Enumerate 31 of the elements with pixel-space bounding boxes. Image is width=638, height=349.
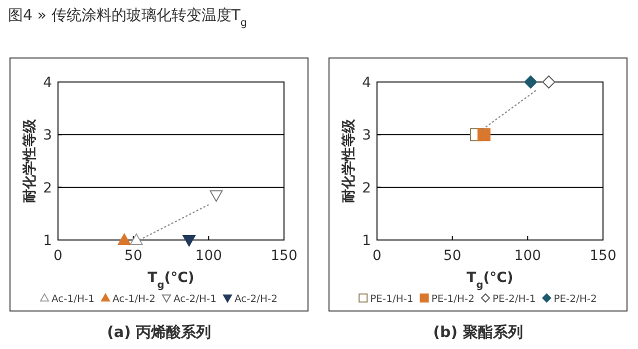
- legend-label: Ac-1/H-1: [52, 294, 94, 305]
- legend-label: Ac-2/H-2: [234, 294, 278, 305]
- x-tick-label: 150: [590, 248, 616, 264]
- legend-label: PE-2/H-2: [554, 294, 597, 305]
- x-tick-label: 100: [195, 248, 222, 264]
- text: (b) 聚酯系列: [433, 323, 523, 341]
- y-tick-label: 3: [362, 128, 371, 144]
- x-tick-label: 150: [270, 248, 298, 264]
- legend-label: PE-1/H-1: [370, 294, 414, 305]
- legend-label: Ac-1/H-2: [112, 294, 156, 305]
- x-tick-label: 0: [372, 248, 382, 264]
- x-tick-label: 50: [443, 248, 462, 264]
- y-tick-label: 3: [43, 128, 52, 144]
- x-axis-title: T$_{g}$(°C): [466, 270, 514, 290]
- y-tick-label: 4: [362, 75, 372, 91]
- y-tick-label: 1: [43, 233, 52, 249]
- y-axis-title: 耐化学性等级: [341, 118, 357, 203]
- x-tick-label: 0: [54, 248, 62, 264]
- y-tick-label: 4: [43, 75, 52, 91]
- x-tick-label: 50: [124, 248, 142, 264]
- legend-label: Ac-2/H-1: [174, 294, 216, 305]
- text: (a) 丙烯酸系列: [106, 323, 212, 341]
- y-tick-label: 2: [362, 180, 371, 196]
- x-axis-title: T$_{g}$(°C): [148, 270, 194, 290]
- x-tick-label: 100: [514, 248, 542, 264]
- chart-title: 图4 » 传统涂料的玻璃化转变温度T$_{g}$: [8, 6, 248, 29]
- legend-label: PE-2/H-1: [492, 294, 536, 305]
- y-axis-title: 耐化学性等级: [22, 118, 38, 203]
- legend-label: PE-1/H-2: [431, 294, 474, 305]
- y-tick-label: 1: [362, 233, 371, 249]
- y-tick-label: 2: [43, 180, 52, 196]
